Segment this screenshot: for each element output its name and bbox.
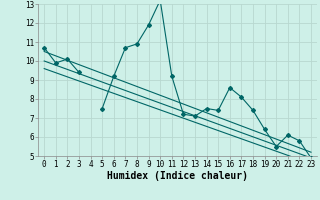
X-axis label: Humidex (Indice chaleur): Humidex (Indice chaleur) bbox=[107, 171, 248, 181]
